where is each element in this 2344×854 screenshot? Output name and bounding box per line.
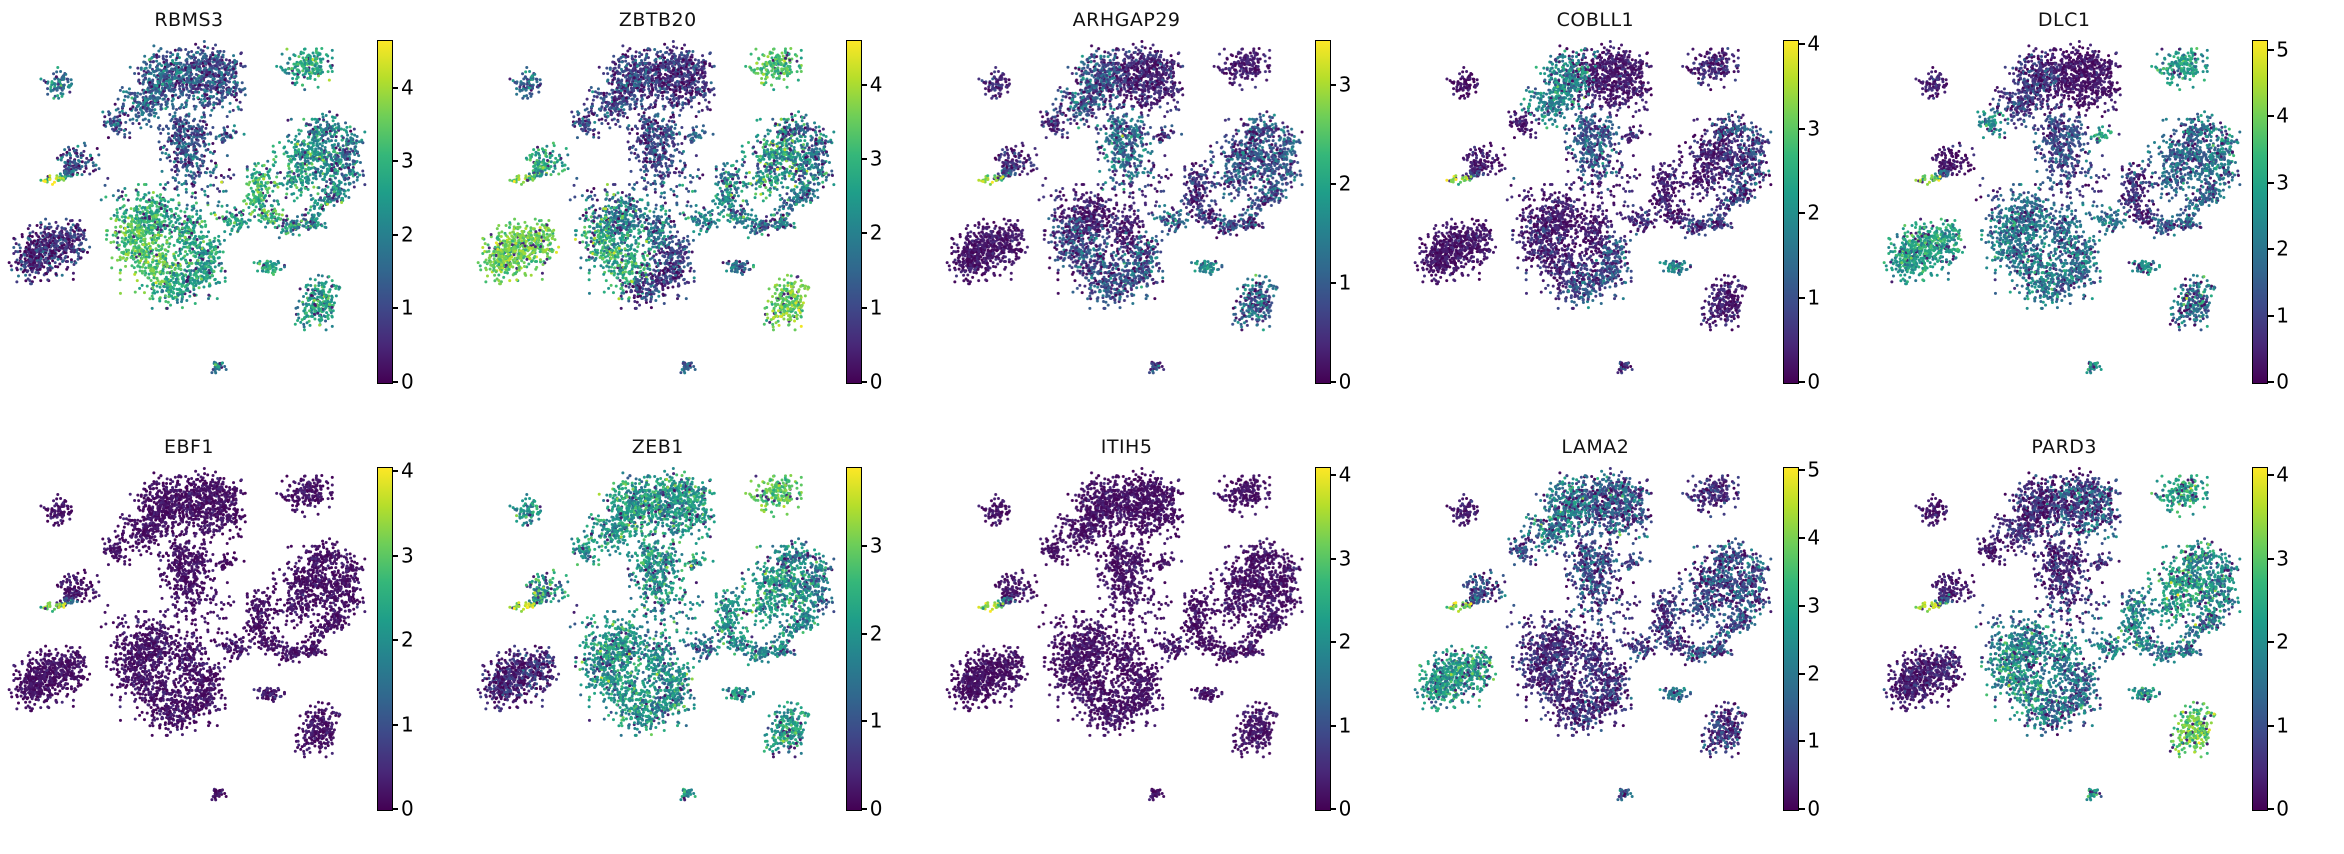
- umap-scatter-canvas: [0, 0, 469, 427]
- colorbar-gradient: [845, 467, 862, 811]
- umap-scatter-canvas: [1406, 427, 1876, 854]
- colorbar-gradient: [377, 40, 393, 384]
- umap-scatter-canvas: [468, 0, 938, 427]
- umap-scatter-canvas: [468, 427, 938, 854]
- umap-scatter-canvas: [1406, 0, 1876, 427]
- umap-scatter-canvas: [937, 427, 1407, 854]
- umap-scatter-canvas: [1875, 427, 2344, 854]
- umap-scatter-canvas: [937, 0, 1407, 427]
- colorbar-gradient: [1314, 40, 1331, 384]
- colorbar-gradient: [1314, 467, 1331, 811]
- colorbar-gradient: [2252, 40, 2269, 384]
- colorbar-gradient: [1783, 467, 1800, 811]
- colorbar-gradient: [1783, 40, 1800, 384]
- umap-scatter-canvas: [1875, 0, 2344, 427]
- colorbar-gradient: [377, 467, 393, 811]
- umap-scatter-canvas: [0, 427, 469, 854]
- colorbar-gradient: [2252, 467, 2269, 811]
- colorbar-gradient: [845, 40, 862, 384]
